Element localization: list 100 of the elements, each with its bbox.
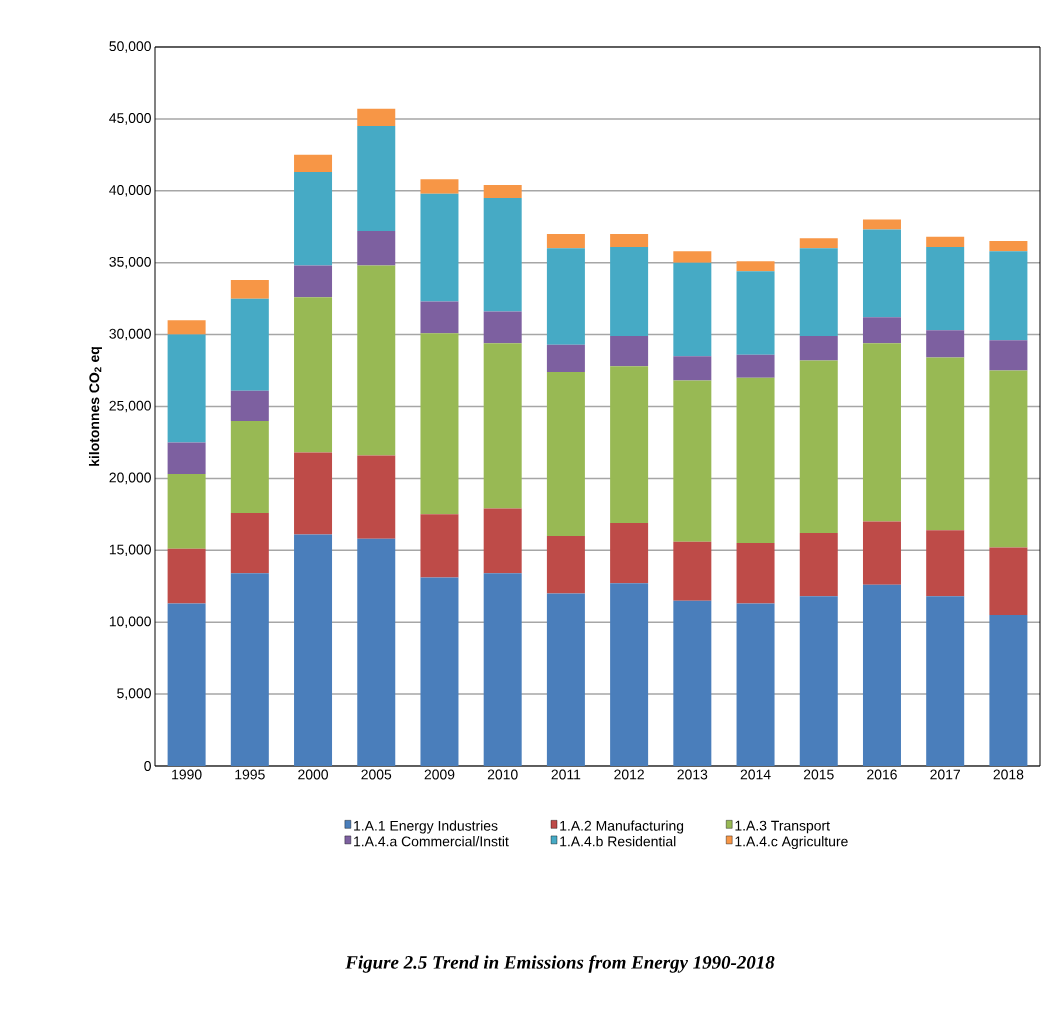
- x-tick-label: 2018: [993, 769, 1024, 780]
- bar: [736, 261, 775, 272]
- bar: [294, 265, 333, 298]
- x-tick-label: 2005: [361, 769, 392, 780]
- bar: [294, 534, 333, 766]
- bar: [294, 297, 333, 453]
- bar: [610, 583, 649, 766]
- bar: [799, 596, 838, 766]
- bar: [357, 265, 396, 456]
- bar: [546, 593, 585, 766]
- bar: [673, 600, 712, 766]
- y-tick-label: 15,000: [109, 544, 151, 557]
- y-tick-label: 40,000: [109, 185, 151, 197]
- legend-label: 1.A.4.c Agriculture: [735, 836, 848, 850]
- bar: [230, 298, 269, 391]
- bar: [294, 154, 333, 173]
- bar: [546, 535, 585, 594]
- bar: [926, 236, 965, 247]
- bar: [230, 279, 269, 299]
- bar: [926, 357, 965, 531]
- bar: [230, 512, 269, 574]
- bar: [989, 241, 1028, 252]
- y-tick-label: 20,000: [109, 472, 151, 485]
- x-tick-label: 2015: [803, 769, 834, 780]
- bar: [610, 246, 649, 337]
- bar: [483, 185, 522, 198]
- y-axis-title: kilotonnes CO$_{2}$ eq: [88, 347, 102, 466]
- legend-label: 1.A.2 Manufacturing: [560, 820, 684, 834]
- y-tick-label: 5,000: [117, 688, 151, 700]
- bar: [799, 360, 838, 534]
- bar: [610, 366, 649, 523]
- bar: [799, 533, 838, 597]
- x-tick-label: 2009: [424, 769, 455, 780]
- bar: [799, 238, 838, 249]
- bar: [926, 330, 965, 358]
- bar: [230, 390, 269, 421]
- bar: [167, 603, 206, 766]
- bar: [294, 452, 333, 535]
- bar: [483, 343, 522, 509]
- bar: [420, 179, 459, 194]
- bar: [610, 336, 649, 367]
- bar: [357, 538, 396, 766]
- bar: [483, 573, 522, 766]
- bar: [862, 317, 901, 344]
- bar: [167, 320, 206, 335]
- bar: [736, 271, 775, 355]
- y-tick-label: 45,000: [109, 113, 151, 125]
- bar: [483, 197, 522, 312]
- y-tick-label: 10,000: [109, 616, 151, 628]
- bar: [673, 251, 712, 263]
- bar: [673, 356, 712, 381]
- x-tick-label: 2011: [551, 769, 581, 780]
- bar: [420, 577, 459, 766]
- bar: [862, 521, 901, 585]
- bar: [862, 229, 901, 318]
- bar: [167, 548, 206, 604]
- x-tick-label: 1995: [235, 769, 265, 780]
- bar: [167, 474, 206, 549]
- x-tick-label: 1990: [172, 769, 202, 780]
- text: Figure 2.5 Trend in Emissions from Energy 1990-2018: [345, 955, 775, 973]
- bar: [420, 193, 459, 302]
- bar: [610, 522, 649, 584]
- bar: [483, 508, 522, 574]
- bar: [736, 543, 775, 604]
- x-tick-label: 2017: [930, 769, 960, 780]
- bar: [673, 541, 712, 601]
- bar: [862, 219, 901, 230]
- bar: [357, 455, 396, 539]
- bar: [483, 311, 522, 344]
- y-tick-label: 0: [144, 761, 151, 771]
- legend-label: 1.A.1 Energy Industries: [354, 820, 498, 834]
- x-tick-label: 2013: [677, 769, 708, 780]
- bar: [167, 442, 206, 475]
- bar: [357, 231, 396, 266]
- bar: [799, 336, 838, 361]
- bar: [989, 547, 1028, 615]
- bar: [736, 354, 775, 378]
- bar: [862, 343, 901, 522]
- bar: [357, 108, 396, 127]
- bar: [862, 584, 901, 766]
- bar: [610, 233, 649, 247]
- y-tick-label: 30,000: [109, 328, 151, 341]
- bar: [230, 420, 269, 513]
- bar: [989, 340, 1028, 371]
- bar: [799, 248, 838, 337]
- bar: [673, 380, 712, 542]
- bar: [926, 530, 965, 597]
- bar: [736, 377, 775, 544]
- bar: [294, 172, 333, 266]
- x-tick-label: 2016: [867, 769, 897, 780]
- bar: [926, 246, 965, 331]
- y-tick-label: 35,000: [109, 256, 151, 269]
- bar: [357, 126, 396, 232]
- bar: [546, 233, 585, 249]
- bar: [989, 251, 1028, 341]
- legend-label: 1.A.3 Transport: [735, 820, 830, 834]
- bar: [989, 615, 1028, 766]
- bar: [989, 370, 1028, 548]
- x-tick-label: 2012: [614, 769, 644, 780]
- bar: [673, 262, 712, 357]
